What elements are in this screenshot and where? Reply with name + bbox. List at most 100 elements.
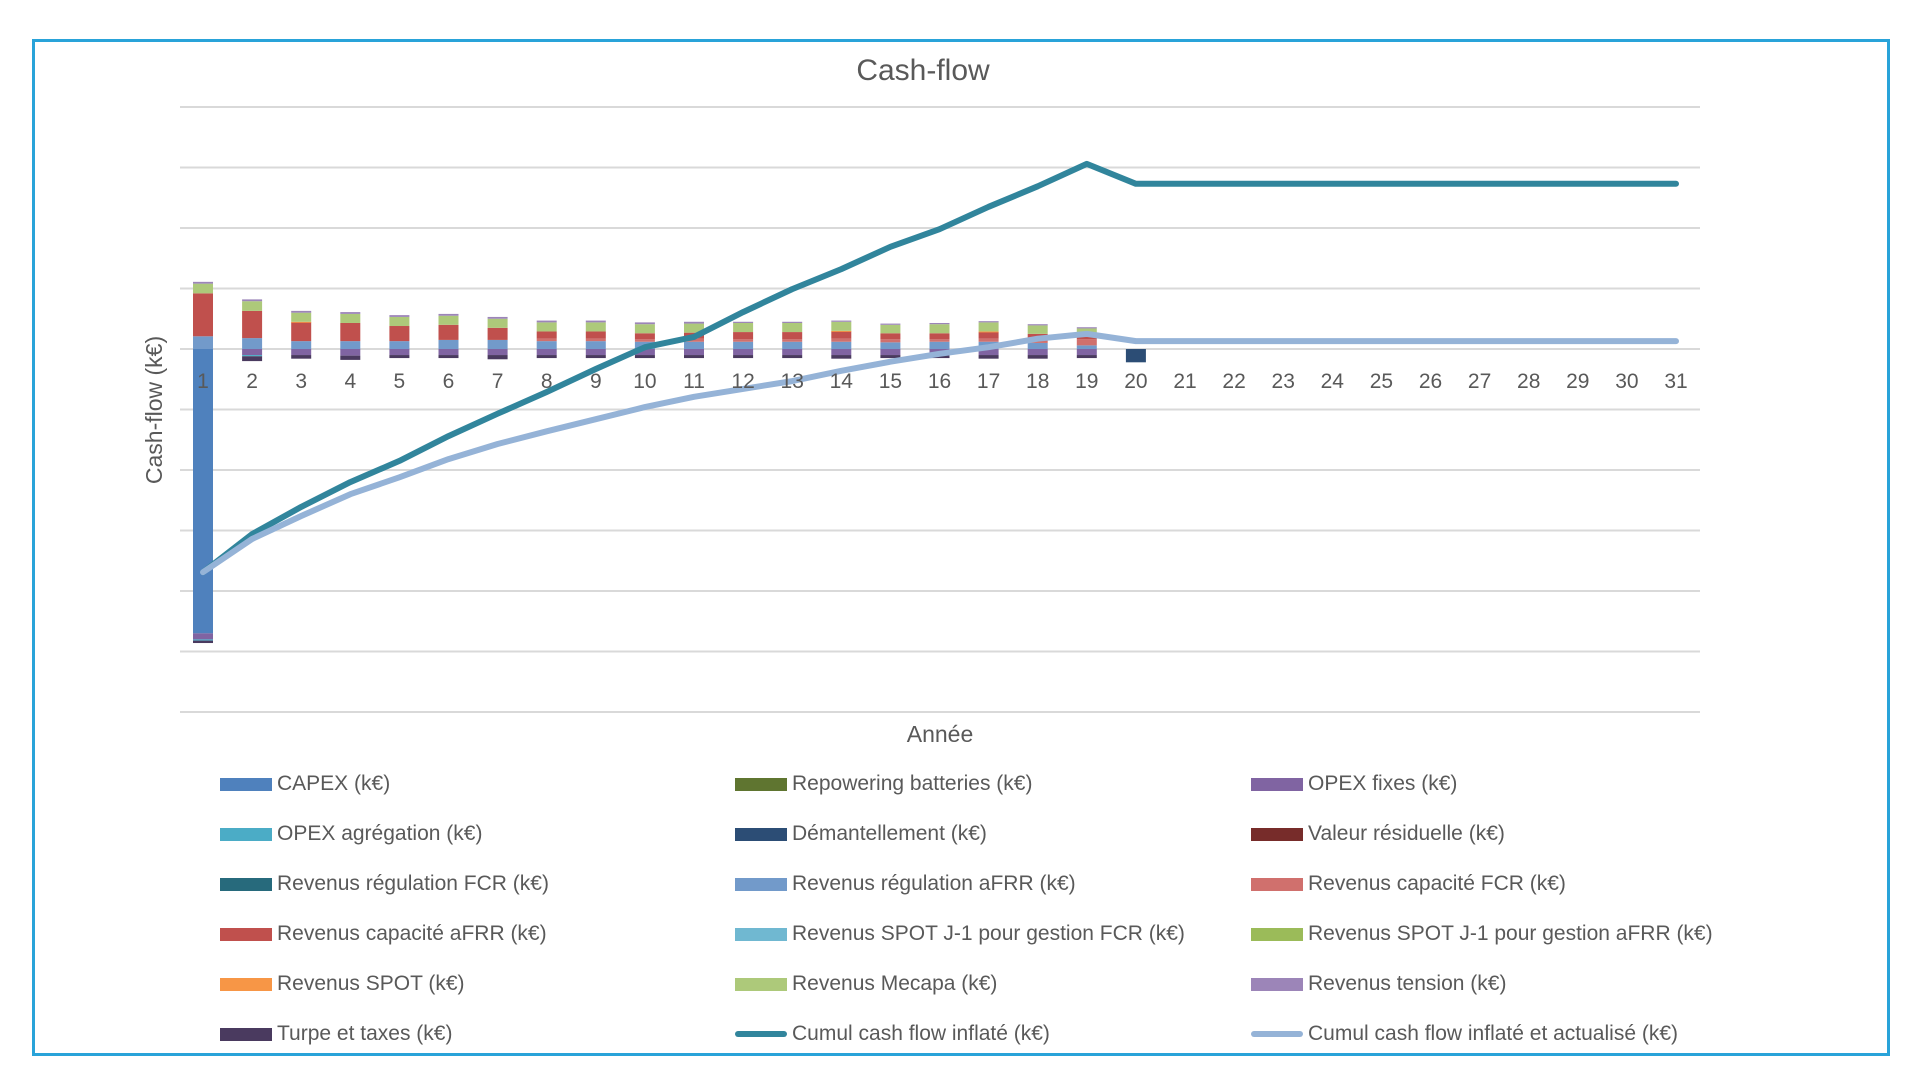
bar-segment <box>389 326 410 342</box>
legend-label: Revenus régulation aFRR (k€) <box>792 872 1076 895</box>
x-tick-label: 11 <box>683 370 705 393</box>
legend-label: Revenus SPOT (k€) <box>277 972 465 995</box>
x-tick-label: 5 <box>394 370 406 393</box>
bar-segment <box>487 318 508 328</box>
legend-label: CAPEX (k€) <box>277 772 391 795</box>
bar-segment <box>929 339 950 342</box>
legend-label: Revenus capacité aFRR (k€) <box>277 922 547 945</box>
x-tick-label: 8 <box>541 370 553 393</box>
bar-segment <box>831 330 852 332</box>
bar-segment <box>684 349 704 356</box>
bar-segment <box>1027 324 1048 326</box>
bar-segment <box>242 301 263 311</box>
x-tick-label: 17 <box>977 370 1000 393</box>
legend-item[interactable]: Revenus régulation aFRR (k€) <box>735 872 1076 896</box>
bar-segment <box>438 339 459 349</box>
legend-label: Démantellement (k€) <box>792 822 987 845</box>
legend-item[interactable]: Revenus SPOT (k€) <box>220 972 465 996</box>
bar-segment <box>782 332 803 340</box>
legend-item[interactable]: Turpe et taxes (k€) <box>220 1022 452 1046</box>
legend-item[interactable]: OPEX fixes (k€) <box>1251 772 1457 796</box>
bar-segment <box>487 355 508 360</box>
legend-label: Revenus régulation FCR (k€) <box>277 872 549 895</box>
bar-segment <box>733 322 754 333</box>
bar-segment <box>831 355 852 359</box>
bar-segment <box>978 331 999 333</box>
bar-stack-year-5 <box>389 315 410 359</box>
bar-segment <box>340 341 361 349</box>
chart-title: Cash-flow <box>856 54 990 87</box>
x-tick-label: 30 <box>1615 370 1638 393</box>
bar-segment <box>536 338 557 342</box>
y-axis-title: Cash-flow (k€) <box>141 336 167 484</box>
legend-color-swatch-icon <box>220 927 272 941</box>
bar-segment <box>291 322 312 342</box>
x-tick-label: 2 <box>246 370 258 393</box>
bar-segment <box>242 310 263 339</box>
gridlines <box>180 106 1700 713</box>
bar-segment <box>1076 336 1097 340</box>
x-tick-label: 1 <box>197 370 209 393</box>
bar-segment <box>978 349 999 356</box>
legend-item[interactable]: Revenus capacité aFRR (k€) <box>220 922 547 946</box>
bar-stack-year-1 <box>193 281 213 644</box>
bar-segment <box>978 355 999 359</box>
bar-segment <box>438 313 459 316</box>
bar-segment <box>487 349 508 356</box>
legend-label: Repowering batteries (k€) <box>792 772 1033 795</box>
legend-item[interactable]: OPEX agrégation (k€) <box>220 822 482 846</box>
legend-item[interactable]: Revenus capacité FCR (k€) <box>1251 872 1566 896</box>
line-cumul-inflated-discounted <box>200 330 1679 576</box>
x-tick-label: 28 <box>1517 370 1540 393</box>
bar-segment <box>684 323 704 333</box>
bar-segment <box>733 339 754 342</box>
legend-color-swatch-icon <box>1251 977 1303 991</box>
x-tick-label: 24 <box>1321 370 1345 393</box>
x-tick-label: 27 <box>1468 370 1491 393</box>
bar-segment <box>733 349 754 356</box>
legend-item[interactable]: Cumul cash flow inflaté (k€) <box>735 1022 1050 1046</box>
legend-item[interactable]: Démantellement (k€) <box>735 822 987 846</box>
legend-color-swatch-icon <box>1251 927 1303 941</box>
x-tick-label: 26 <box>1419 370 1442 393</box>
bar-segment <box>1027 325 1048 334</box>
legend-item[interactable]: Revenus SPOT J-1 pour gestion aFRR (k€) <box>1251 922 1713 946</box>
bar-segment <box>242 299 263 302</box>
bar-segment <box>880 339 901 343</box>
bar-segment <box>782 349 803 356</box>
bar-segment <box>389 315 410 317</box>
bar-segment <box>782 341 803 349</box>
x-tick-label: 22 <box>1222 370 1245 393</box>
bar-stack-year-17 <box>978 321 999 359</box>
legend-item[interactable]: Revenus Mecapa (k€) <box>735 972 997 996</box>
legend-item[interactable]: Valeur résiduelle (k€) <box>1251 822 1505 846</box>
legend-item[interactable]: Revenus SPOT J-1 pour gestion FCR (k€) <box>735 922 1185 946</box>
bar-segment <box>585 341 606 349</box>
bar-segment <box>487 316 508 319</box>
bar-stack-year-3 <box>291 310 312 359</box>
x-tick-label: 25 <box>1370 370 1393 393</box>
x-tick-label: 13 <box>781 370 804 393</box>
bar-segment <box>438 355 459 359</box>
bar-segment <box>831 338 852 342</box>
legend-item[interactable]: Cumul cash flow inflaté et actualisé (k€… <box>1251 1022 1678 1046</box>
bar-segment <box>634 355 655 359</box>
bar-segment <box>782 322 803 333</box>
legend-color-swatch-icon <box>220 1027 272 1041</box>
legend-item[interactable]: Repowering batteries (k€) <box>735 772 1032 796</box>
bar-segment <box>929 324 950 334</box>
legend-color-swatch-icon <box>735 877 787 891</box>
bar-segment <box>733 355 754 359</box>
legend-item[interactable]: CAPEX (k€) <box>220 772 390 796</box>
bar-segment <box>1076 339 1097 346</box>
bar-segment <box>684 341 704 349</box>
legend-item[interactable]: Revenus régulation FCR (k€) <box>220 872 549 896</box>
bar-segment <box>536 320 557 323</box>
bar-segment <box>438 324 459 340</box>
bar-segment <box>831 321 852 331</box>
bar-segment <box>536 355 557 359</box>
legend-item[interactable]: Revenus tension (k€) <box>1251 972 1506 996</box>
bar-segment <box>487 339 508 349</box>
legend-label: Turpe et taxes (k€) <box>277 1022 453 1045</box>
bar-segment <box>978 321 999 323</box>
